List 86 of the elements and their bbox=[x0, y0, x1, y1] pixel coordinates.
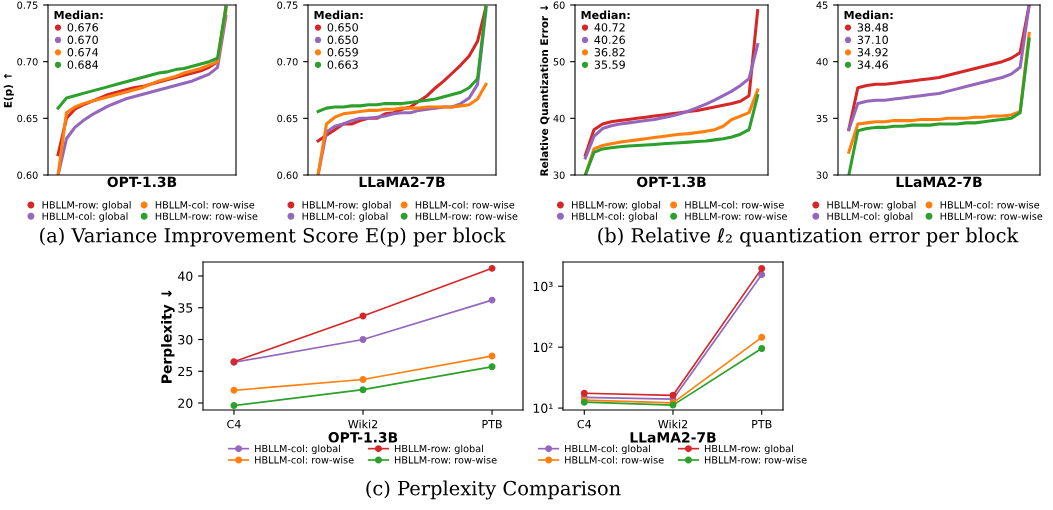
annotation: 0.670 bbox=[67, 35, 98, 44]
x-tick-label: PTB bbox=[752, 420, 772, 429]
annotation: 40.26 bbox=[594, 35, 625, 44]
y-tick-label: 10³ bbox=[533, 281, 553, 292]
x-axis-title: LLaMA2-7B bbox=[896, 176, 982, 188]
legend-title: Median: bbox=[581, 10, 630, 20]
annotation: 40.72 bbox=[594, 23, 625, 32]
y-tick-label: 35 bbox=[178, 303, 193, 313]
y-tick-label: 10¹ bbox=[533, 403, 553, 414]
legend-label: HBLLM-col: global bbox=[42, 212, 128, 222]
x-axis-title: OPT-1.3B bbox=[107, 176, 177, 188]
text: (c) Perplexity Comparison bbox=[366, 480, 621, 500]
legend-title: Median: bbox=[314, 10, 363, 20]
y-tick-label: 25 bbox=[178, 366, 193, 377]
y-tick-label: 0.70 bbox=[277, 58, 298, 66]
legend-label: HBLLM-row: global bbox=[302, 200, 391, 211]
x-axis-title: LLaMA2-7B bbox=[630, 432, 716, 443]
y-axis-title: E(p) ↑ bbox=[3, 73, 14, 108]
y-tick-label: 0.70 bbox=[17, 58, 38, 66]
annotation: 0.650 bbox=[327, 35, 358, 44]
legend-label: HBLLM-col: global bbox=[302, 212, 388, 222]
y-tick-label: 35 bbox=[816, 114, 828, 123]
y-tick-label: 10² bbox=[533, 342, 553, 353]
text: (b) Relative ℓ₂ quantization error per block bbox=[598, 227, 1019, 247]
annotation: 0.684 bbox=[67, 60, 99, 69]
legend-label: HBLLM-col: row-wise bbox=[940, 200, 1040, 209]
y-tick-label: 0.65 bbox=[17, 114, 38, 123]
legend-label: HBLLM-col: global bbox=[565, 444, 650, 455]
legend-label: HBLLM-row: global bbox=[704, 444, 793, 455]
annotation: 38.48 bbox=[857, 23, 888, 32]
legend-label: HBLLM-col: global bbox=[572, 212, 657, 222]
y-tick-label: 0.60 bbox=[17, 171, 38, 179]
legend-label: HBLLM-row: row-wise bbox=[685, 212, 787, 220]
legend-label: HBLLM-col: row-wise bbox=[685, 200, 784, 209]
legend-label: HBLLM-row: row-wise bbox=[415, 212, 518, 220]
legend-title: Median: bbox=[844, 10, 893, 20]
legend-label: HBLLM-row: row-wise bbox=[394, 456, 497, 464]
x-axis-title: LLaMA2-7B bbox=[359, 176, 445, 188]
legend-label: HBLLM-row: global bbox=[572, 200, 661, 211]
legend-label: HBLLM-col: row-wise bbox=[415, 200, 515, 209]
x-tick-label: C4 bbox=[577, 419, 592, 429]
y-tick-label: 50 bbox=[553, 58, 565, 66]
legend-label: HBLLM-col: global bbox=[827, 212, 913, 222]
annotation: 0.659 bbox=[327, 48, 358, 57]
y-tick-label: 0.75 bbox=[277, 1, 298, 9]
annotation: 0.674 bbox=[67, 48, 99, 57]
y-tick-label: 30 bbox=[553, 171, 565, 179]
annotation: 0.676 bbox=[67, 23, 98, 32]
legend-label: HBLLM-col: row-wise bbox=[565, 456, 664, 464]
y-tick-label: 40 bbox=[816, 58, 828, 66]
legend-label: HBLLM-row: global bbox=[394, 444, 483, 455]
annotation: 0.650 bbox=[327, 23, 358, 32]
x-axis-title: OPT-1.3B bbox=[328, 432, 398, 443]
annotation: 34.46 bbox=[857, 60, 888, 69]
y-tick-label: 0.60 bbox=[277, 171, 298, 179]
legend-label: HBLLM-row: global bbox=[42, 200, 131, 211]
legend-label: HBLLM-col: row-wise bbox=[155, 200, 255, 209]
legend-title: Median: bbox=[54, 10, 103, 20]
y-tick-label: 0.75 bbox=[17, 1, 38, 9]
legend-label: HBLLM-row: row-wise bbox=[940, 212, 1043, 220]
y-tick-label: 30 bbox=[816, 171, 828, 179]
y-tick-label: 45 bbox=[816, 1, 828, 9]
x-tick-label: Wiki2 bbox=[348, 419, 378, 429]
y-tick-label: 20 bbox=[178, 398, 193, 408]
legend-label: HBLLM-row: row-wise bbox=[704, 456, 807, 464]
y-tick-label: 40 bbox=[553, 114, 565, 123]
x-tick-label: C4 bbox=[227, 419, 241, 429]
y-axis-title: Perplexity ↓ bbox=[161, 290, 175, 383]
annotation: 34.92 bbox=[857, 48, 888, 57]
x-tick-label: Wiki2 bbox=[658, 419, 688, 429]
y-tick-label: 40 bbox=[177, 271, 193, 281]
y-tick-label: 60 bbox=[553, 1, 565, 9]
legend-label: HBLLM-row: row-wise bbox=[155, 212, 258, 220]
legend-label: HBLLM-row: global bbox=[827, 200, 916, 211]
x-axis-title: OPT-1.3B bbox=[637, 176, 706, 188]
x-tick-label: PTB bbox=[482, 420, 502, 429]
annotation: 35.59 bbox=[594, 60, 625, 69]
legend-label: HBLLM-col: row-wise bbox=[255, 456, 354, 464]
text: (a) Variance Improvement Score E(p) per block bbox=[40, 227, 506, 247]
annotation: 36.82 bbox=[594, 48, 625, 57]
annotation: 37.10 bbox=[857, 35, 888, 44]
annotation: 0.663 bbox=[327, 60, 358, 69]
y-tick-label: 30 bbox=[178, 334, 193, 345]
legend-label: HBLLM-col: global bbox=[255, 444, 340, 455]
y-axis-title: Relative Quantization Error ↓ bbox=[540, 5, 550, 176]
y-tick-label: 0.65 bbox=[277, 114, 298, 123]
